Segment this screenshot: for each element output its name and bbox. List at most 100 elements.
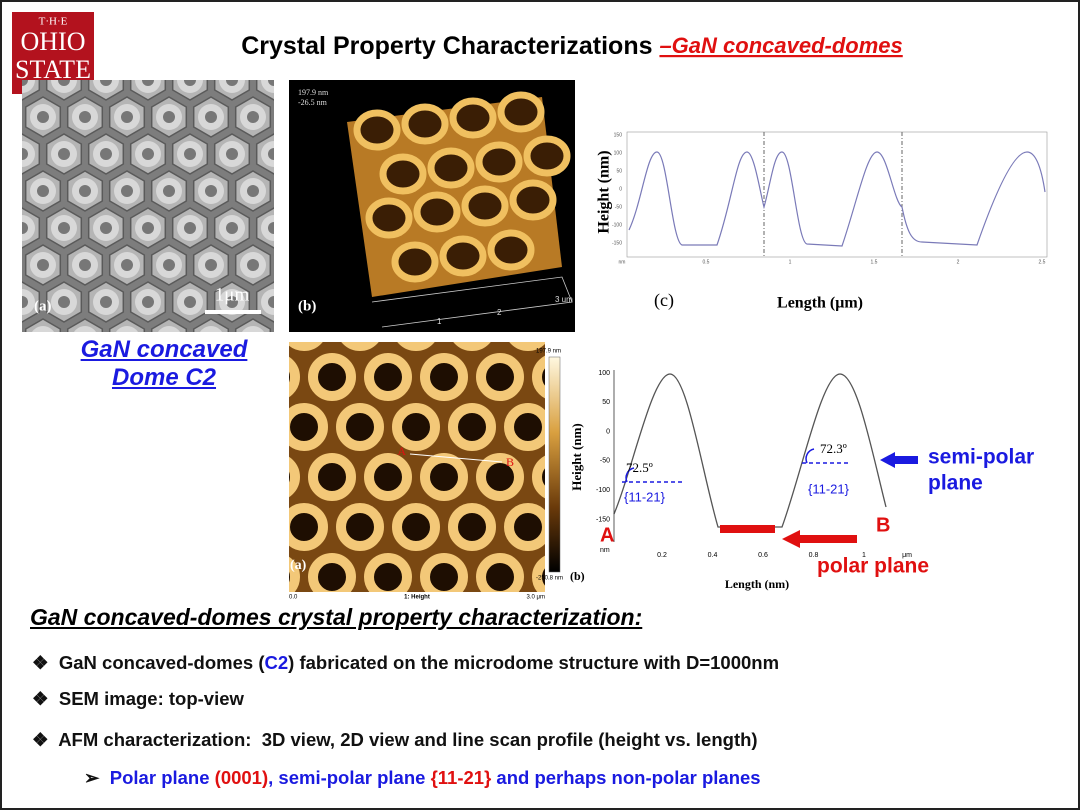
- colorbar-label: 197.9 nm: [536, 349, 561, 355]
- afm2d-ring: [364, 353, 412, 401]
- sem-ring: [158, 326, 180, 332]
- x-unit: μm: [902, 552, 912, 559]
- afm3d-ring: [353, 109, 401, 151]
- sem-center: [268, 222, 274, 234]
- sem-dome: [110, 23, 145, 63]
- sem-center: [2, 37, 7, 49]
- title: Crystal Property Characterizations –GaN …: [241, 32, 903, 60]
- sem-ring: [51, 80, 77, 93]
- logo-text: STATE: [15, 55, 91, 84]
- sem-center: [22, 296, 28, 308]
- afm2d-ring: [420, 353, 468, 401]
- sub-bullet-highlight: {11-21}: [430, 767, 492, 788]
- sem-center: [226, 80, 238, 86]
- point-label: B: [876, 514, 890, 536]
- facet-label: {11-21}: [624, 489, 666, 504]
- sem-center: [2, 333, 7, 345]
- sem-ring: [242, 326, 264, 332]
- angle-arc: [625, 467, 635, 483]
- angle-arc: [805, 448, 815, 464]
- sem-center: [100, 80, 112, 86]
- afm3d-ring: [449, 97, 497, 139]
- polar-arrow: [782, 530, 857, 548]
- y-tick-label: -150: [612, 240, 622, 246]
- panel-label: (b): [298, 298, 316, 314]
- sem-dome: [150, 318, 188, 332]
- sem-center: [268, 296, 274, 308]
- sem-center: [142, 296, 154, 308]
- afm3d-tick: 1: [437, 317, 442, 326]
- sem-ring: [32, 326, 54, 332]
- sem-center: [37, 333, 49, 345]
- sem-dome: [66, 318, 104, 332]
- afm3d-ring: [365, 197, 413, 239]
- bullet-highlight: C2: [264, 652, 289, 673]
- sub-bullet-text: and perhaps non-polar planes: [491, 767, 761, 788]
- sem-center: [226, 296, 238, 308]
- afm3d-ring: [497, 91, 545, 133]
- sem-center: [22, 222, 28, 234]
- sem-center: [163, 111, 175, 123]
- sem-center: [2, 111, 7, 123]
- x-tick-label: 2.5: [1039, 259, 1046, 265]
- bullet: ❖ AFM characterization: 3D view, 2D view…: [32, 729, 758, 750]
- angle-label: 72.3º: [820, 441, 847, 456]
- sem-dome: [2, 245, 18, 285]
- sem-center: [58, 296, 70, 308]
- colorbar-label: -250.8 nm: [536, 576, 563, 582]
- sem-center: [184, 80, 196, 86]
- profile-curve: [628, 151, 1046, 247]
- bullet-text: ) fabricated on the microdome structure …: [288, 652, 780, 673]
- sem-ring: [2, 104, 14, 130]
- sem-center: [205, 37, 217, 49]
- afm2d-ring: [532, 355, 545, 399]
- sem-ring: [2, 178, 14, 204]
- y-tick-label: -50: [615, 204, 622, 210]
- sem-ring: [135, 80, 161, 93]
- sem-ring: [261, 215, 274, 241]
- sem-center: [121, 259, 133, 271]
- sem-center: [121, 37, 133, 49]
- sem-ring: [2, 252, 14, 278]
- sem-center: [142, 222, 154, 234]
- scale-bar: [205, 310, 261, 314]
- axis-label: 0.0: [289, 595, 298, 601]
- sem-center: [100, 222, 112, 234]
- point-label: A: [397, 444, 406, 458]
- afm3d-ring: [413, 191, 461, 233]
- afm3d-min: -26.5 nm: [298, 98, 328, 107]
- sample-link-line: GaN concaved: [80, 336, 248, 363]
- afm2d-ring: [621, 408, 659, 446]
- scan-line: [409, 453, 503, 463]
- afm2d-ring: [504, 403, 545, 451]
- sem-center: [37, 259, 49, 271]
- sem-center: [58, 80, 70, 86]
- y-tick-label: -100: [596, 487, 610, 494]
- sem-ring: [116, 326, 138, 332]
- sem-center: [58, 222, 70, 234]
- afm2d-ring: [448, 503, 496, 551]
- sem-ring: [200, 326, 222, 332]
- afm2d-ring: [593, 558, 631, 596]
- bullet: ❖ SEM image: top-view: [32, 688, 244, 709]
- afm2d-ring: [289, 342, 323, 351]
- sub-bullet-text: Polar plane: [109, 767, 215, 788]
- afm3d-ring: [439, 235, 487, 277]
- afm2d-ring: [621, 308, 659, 346]
- afm2d-ring: [504, 503, 545, 551]
- sem-center: [2, 185, 7, 197]
- sem-dome: [234, 318, 272, 332]
- x-axis-label: Length (nm): [725, 577, 789, 591]
- angle-label: 72.5º: [626, 460, 653, 475]
- logo-text: OHIO: [21, 27, 86, 56]
- sem-ring: [198, 30, 224, 56]
- afm3d-ring: [509, 179, 557, 221]
- y-tick-label: 50: [616, 168, 622, 174]
- sem-dome: [2, 97, 18, 137]
- x-tick-label: 0.4: [708, 552, 718, 559]
- sem-ring: [22, 141, 35, 167]
- x-tick-label: 2: [957, 259, 960, 265]
- sem-center: [37, 185, 49, 197]
- semi-polar-arrow: [880, 452, 918, 468]
